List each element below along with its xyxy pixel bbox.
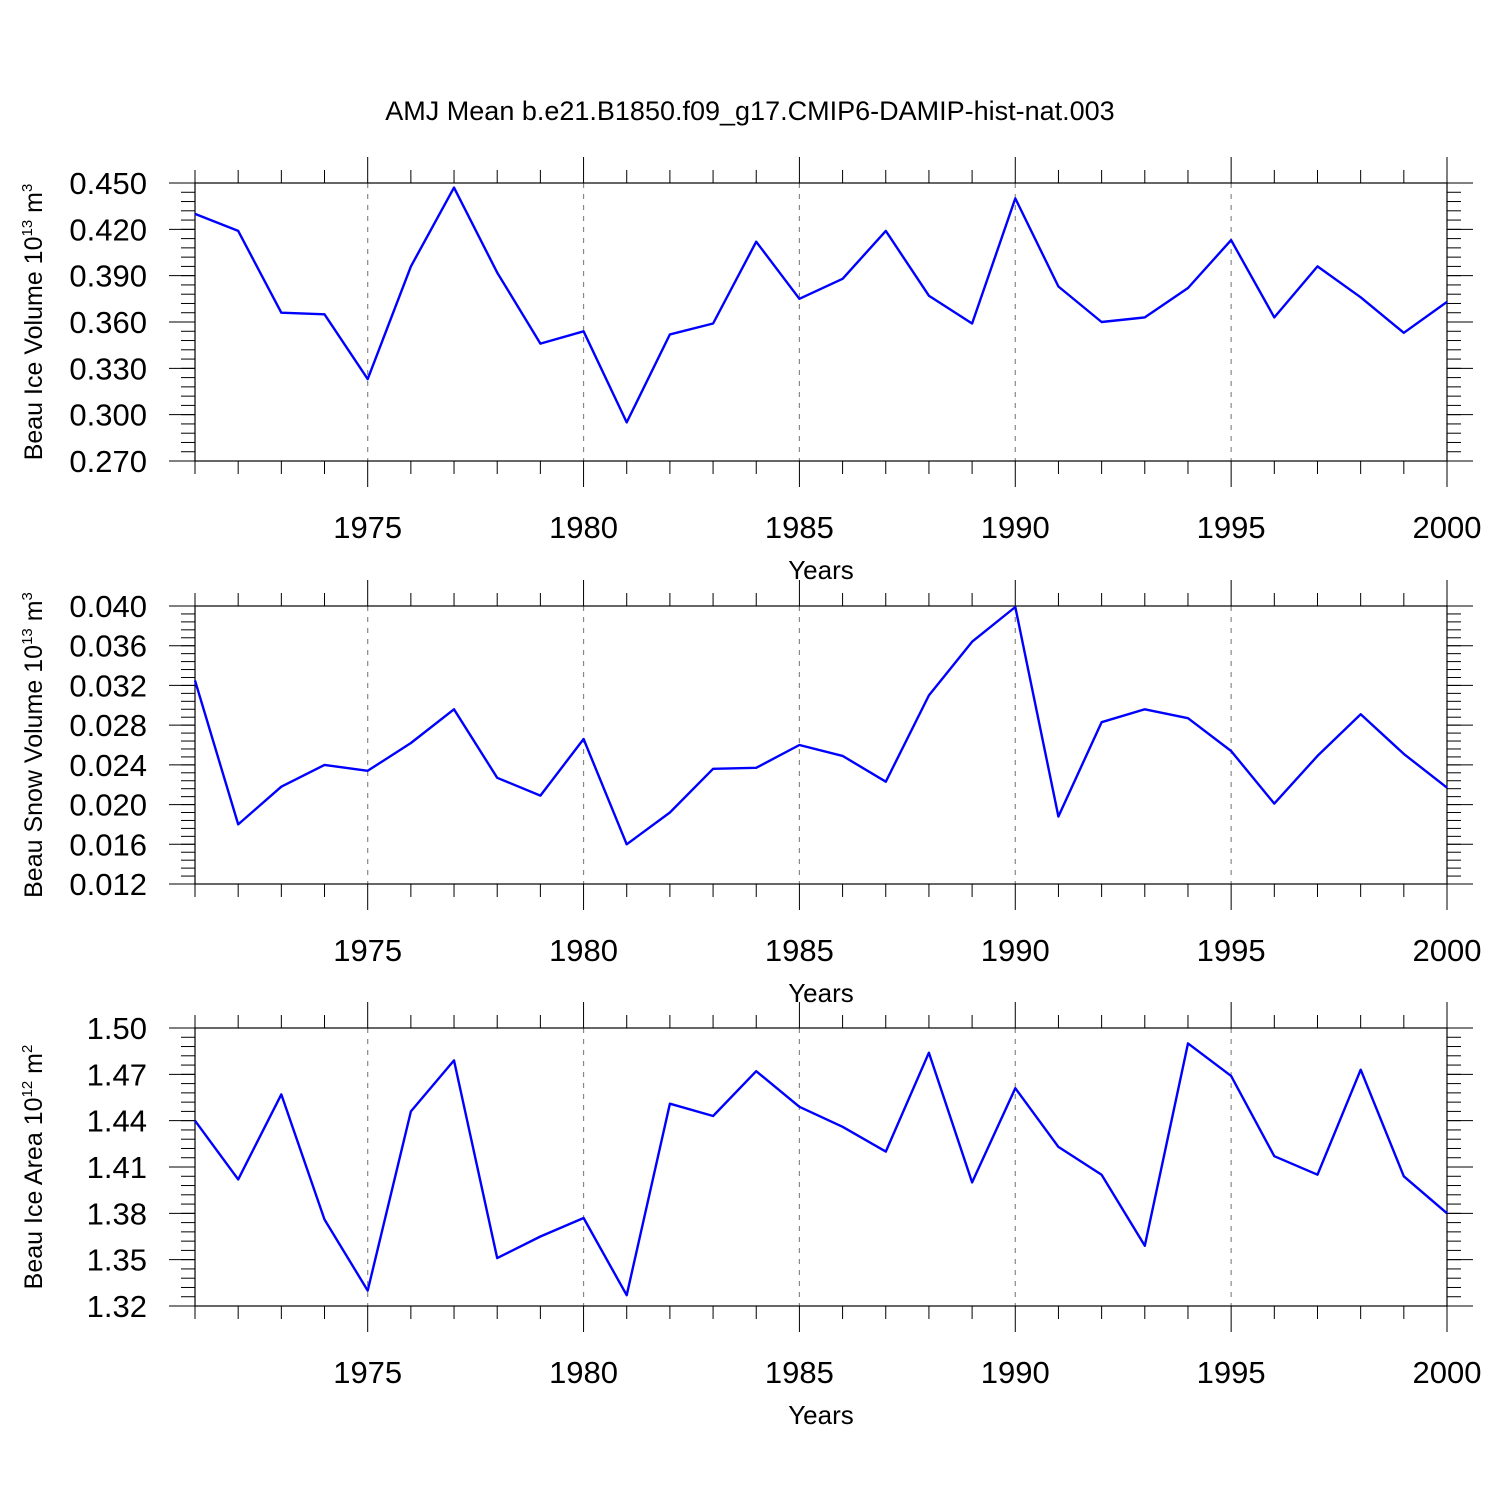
x-tick-label-2000: 2000	[1413, 933, 1482, 968]
x-axis-title: Years	[788, 978, 854, 1008]
y-tick-label: 0.032	[69, 668, 147, 703]
x-tick-label-2000: 2000	[1413, 510, 1482, 545]
x-tick-label-1975: 1975	[333, 1355, 402, 1390]
y-tick-label: 0.420	[69, 212, 147, 247]
x-tick-label-1990: 1990	[981, 510, 1050, 545]
plot-frame	[194, 1027, 1448, 1307]
y-tick-label: 0.040	[69, 589, 147, 624]
y-tick-label: 1.38	[87, 1196, 147, 1231]
x-tick-label-1985: 1985	[765, 1355, 834, 1390]
x-tick-label-1975: 1975	[333, 933, 402, 968]
series-line-1	[194, 186, 1448, 424]
y-tick-label: 1.41	[87, 1150, 147, 1185]
y-tick-label: 1.35	[87, 1243, 147, 1278]
x-tick-label-1990: 1990	[981, 933, 1050, 968]
y-tick-label: 0.024	[69, 748, 147, 783]
x-tick-label-1990: 1990	[981, 1355, 1050, 1390]
y-tick-label: 0.390	[69, 259, 147, 294]
chart-panel-2: 0.012 0.016 0.020 0.024 0.028 0.032 0.036 0.040…	[19, 580, 1481, 1008]
chart-panel-1: 0.270 0.300 0.330 0.360 0.390 0.420 0.450 1975 1…	[19, 157, 1481, 585]
y-axis-title: Beau Snow Volume 1013 m3	[19, 592, 48, 898]
y-tick-label: 0.012	[69, 867, 147, 902]
y-tick-label: 0.270	[69, 444, 147, 479]
x-tick-label-1985: 1985	[765, 933, 834, 968]
x-tick-label-1985: 1985	[765, 510, 834, 545]
y-axis-title: Beau Ice Area 1012 m2	[19, 1045, 48, 1290]
x-tick-label-1995: 1995	[1197, 1355, 1266, 1390]
chart-panel-3: 1.32 1.35 1.38 1.41 1.44 1.47 1.50 1975 1980 1985…	[19, 1002, 1481, 1430]
plot-frame	[194, 182, 1448, 462]
y-tick-label: 0.360	[69, 305, 147, 340]
y-tick-label: 1.44	[87, 1104, 147, 1139]
plot-frame	[194, 605, 1448, 885]
y-tick-label: 0.016	[69, 827, 147, 862]
x-tick-label-1995: 1995	[1197, 510, 1266, 545]
y-tick-label: 0.028	[69, 708, 147, 743]
x-tick-label-1980: 1980	[549, 510, 618, 545]
y-tick-label: 0.020	[69, 788, 147, 823]
x-tick-label-1975: 1975	[333, 510, 402, 545]
x-tick-label-1995: 1995	[1197, 933, 1266, 968]
x-axis-title: Years	[788, 555, 854, 585]
y-tick-label: 0.450	[69, 166, 147, 201]
x-tick-label-1980: 1980	[549, 933, 618, 968]
x-tick-label-1980: 1980	[549, 1355, 618, 1390]
series-line-1	[194, 1042, 1448, 1297]
x-tick-label-2000: 2000	[1413, 1355, 1482, 1390]
series-line-1	[193, 605, 1448, 846]
y-tick-label: 0.300	[69, 398, 147, 433]
y-tick-label: 1.47	[87, 1057, 147, 1092]
y-tick-label: 0.036	[69, 629, 147, 664]
x-axis-title: Years	[788, 1400, 854, 1430]
y-tick-label: 1.50	[87, 1011, 147, 1046]
figure-title: AMJ Mean b.e21.B1850.f09_g17.CMIP6-DAMIP…	[385, 96, 1114, 126]
y-tick-label: 0.330	[69, 351, 147, 386]
y-tick-label: 1.32	[87, 1289, 147, 1324]
y-axis-title: Beau Ice Volume 1013 m3	[19, 184, 48, 461]
